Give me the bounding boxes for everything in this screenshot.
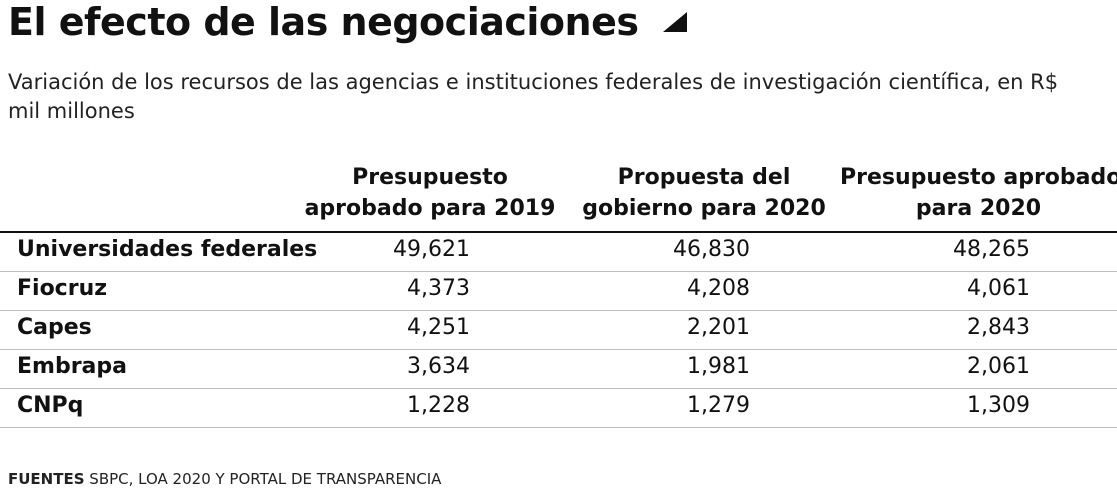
source-label: FUENTES [8, 470, 85, 488]
table-cell: 49,621 [393, 237, 470, 262]
triangle-icon [663, 11, 688, 32]
table-row: Capes 4,251 2,201 2,843 [0, 311, 1117, 350]
column-header-line: Presupuesto aprobado [840, 165, 1117, 190]
row-label: CNPq [17, 393, 84, 418]
column-header-line: aprobado para 2019 [304, 196, 556, 221]
table-cell: 2,061 [967, 354, 1030, 379]
table-cell: 4,061 [967, 276, 1030, 301]
column-header-line: Presupuesto [352, 165, 508, 190]
source-note: FUENTES SBPC, LOA 2020 Y PORTAL DE TRANS… [8, 470, 441, 488]
row-label: Capes [17, 315, 92, 340]
chart-subtitle: Variación de los recursos de las agencia… [8, 70, 1059, 123]
column-header-proposal-2020: Propuesta del gobierno para 2020 [576, 162, 832, 224]
table-cell: 4,208 [687, 276, 750, 301]
table-row: Universidades federales 49,621 46,830 48… [0, 233, 1117, 272]
row-label: Fiocruz [17, 276, 108, 301]
table-cell: 2,201 [687, 315, 750, 340]
table-cell: 1,279 [687, 393, 750, 418]
source-text: SBPC, LOA 2020 Y PORTAL DE TRANSPARENCIA [89, 470, 442, 488]
chart-title: El efecto de las negociaciones [8, 0, 688, 44]
row-label: Embrapa [17, 354, 127, 379]
table-top-rule [0, 231, 1117, 233]
column-header-line: gobierno para 2020 [582, 196, 826, 221]
column-header-2019: Presupuesto aprobado para 2019 [300, 162, 560, 224]
column-header-line: Propuesta del [617, 165, 791, 190]
column-header-approved-2020: Presupuesto aprobado para 2020 [840, 162, 1117, 224]
table-cell: 2,843 [967, 315, 1030, 340]
table-cell: 4,251 [407, 315, 470, 340]
column-header-line: para 2020 [915, 196, 1042, 221]
table-row: Embrapa 3,634 1,981 2,061 [0, 350, 1117, 389]
table-cell: 46,830 [673, 237, 750, 262]
table-cell: 3,634 [407, 354, 470, 379]
table-cell: 48,265 [953, 237, 1030, 262]
table-cell: 1,309 [967, 393, 1030, 418]
row-label: Universidades federales [17, 237, 318, 262]
table-cell: 1,981 [687, 354, 750, 379]
table-cell: 1,228 [407, 393, 470, 418]
table-row: Fiocruz 4,373 4,208 4,061 [0, 272, 1117, 311]
chart-title-text: El efecto de las negociaciones [8, 0, 639, 44]
table-cell: 4,373 [407, 276, 470, 301]
table-row: CNPq 1,228 1,279 1,309 [0, 389, 1117, 428]
